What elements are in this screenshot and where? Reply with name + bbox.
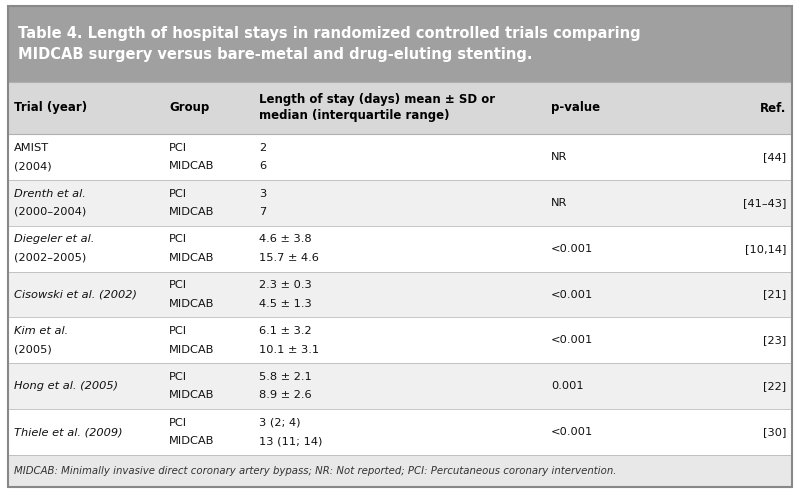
Text: Cisowski et al. (2002): Cisowski et al. (2002)	[14, 289, 137, 300]
Bar	[8, 226, 792, 272]
Bar	[8, 82, 792, 134]
Text: 10.1 ± 3.1: 10.1 ± 3.1	[259, 345, 319, 354]
Text: MIDCAB: MIDCAB	[169, 253, 214, 263]
Text: 2.3 ± 0.3: 2.3 ± 0.3	[259, 281, 312, 290]
Text: PCI: PCI	[169, 418, 187, 428]
Text: PCI: PCI	[169, 326, 187, 336]
Text: Kim et al.: Kim et al.	[14, 326, 68, 336]
Text: 3: 3	[259, 189, 266, 199]
Text: MIDCAB: MIDCAB	[169, 299, 214, 309]
Text: 0.001: 0.001	[551, 381, 584, 391]
Text: (2004): (2004)	[14, 161, 52, 171]
Text: <0.001: <0.001	[551, 244, 594, 253]
Text: MIDCAB: MIDCAB	[169, 207, 214, 217]
Text: [22]: [22]	[763, 381, 786, 391]
Text: [44]: [44]	[763, 152, 786, 162]
Text: Trial (year): Trial (year)	[14, 102, 87, 114]
Text: 4.6 ± 3.8: 4.6 ± 3.8	[259, 235, 312, 245]
Text: MIDCAB: MIDCAB	[169, 390, 214, 400]
Text: Diegeler et al.: Diegeler et al.	[14, 235, 94, 245]
Text: PCI: PCI	[169, 281, 187, 290]
Text: [21]: [21]	[762, 289, 786, 300]
Text: [10,14]: [10,14]	[745, 244, 786, 253]
Text: 4.5 ± 1.3: 4.5 ± 1.3	[259, 299, 312, 309]
Text: NR: NR	[551, 198, 567, 208]
Text: [41–43]: [41–43]	[742, 198, 786, 208]
Bar	[8, 317, 792, 363]
Text: 6: 6	[259, 161, 266, 171]
Text: [23]: [23]	[762, 335, 786, 346]
Text: MIDCAB: Minimally invasive direct coronary artery bypass; NR: Not reported; PCI:: MIDCAB: Minimally invasive direct corona…	[14, 466, 617, 476]
Text: 3 (2; 4): 3 (2; 4)	[259, 418, 301, 428]
Text: 15.7 ± 4.6: 15.7 ± 4.6	[259, 253, 319, 263]
Bar	[8, 409, 792, 455]
Bar	[8, 180, 792, 226]
Text: Ref.: Ref.	[760, 102, 786, 114]
Text: 2: 2	[259, 143, 266, 153]
Text: PCI: PCI	[169, 189, 187, 199]
Text: (2002–2005): (2002–2005)	[14, 253, 86, 263]
Text: MIDCAB: MIDCAB	[169, 161, 214, 171]
Text: Drenth et al.: Drenth et al.	[14, 189, 86, 199]
Text: MIDCAB: MIDCAB	[169, 436, 214, 446]
Text: PCI: PCI	[169, 372, 187, 382]
Text: <0.001: <0.001	[551, 335, 594, 346]
Text: NR: NR	[551, 152, 567, 162]
Text: <0.001: <0.001	[551, 289, 594, 300]
Bar	[8, 363, 792, 409]
Text: AMIST: AMIST	[14, 143, 49, 153]
Text: 7: 7	[259, 207, 266, 217]
Text: 6.1 ± 3.2: 6.1 ± 3.2	[259, 326, 312, 336]
Bar	[8, 272, 792, 317]
Text: 8.9 ± 2.6: 8.9 ± 2.6	[259, 390, 312, 400]
Text: PCI: PCI	[169, 143, 187, 153]
Text: Table 4. Length of hospital stays in randomized controlled trials comparing
MIDC: Table 4. Length of hospital stays in ran…	[18, 26, 641, 62]
Text: 5.8 ± 2.1: 5.8 ± 2.1	[259, 372, 312, 382]
Text: (2000–2004): (2000–2004)	[14, 207, 86, 217]
Text: p-value: p-value	[551, 102, 600, 114]
Text: PCI: PCI	[169, 235, 187, 245]
Text: Group: Group	[169, 102, 210, 114]
Text: (2005): (2005)	[14, 345, 52, 354]
Text: [30]: [30]	[762, 427, 786, 437]
Text: 13 (11; 14): 13 (11; 14)	[259, 436, 322, 446]
Text: MIDCAB: MIDCAB	[169, 345, 214, 354]
Text: Thiele et al. (2009): Thiele et al. (2009)	[14, 427, 122, 437]
Text: Length of stay (days) mean ± SD or
median (interquartile range): Length of stay (days) mean ± SD or media…	[259, 94, 495, 122]
Bar	[8, 455, 792, 487]
Bar	[8, 6, 792, 82]
Text: <0.001: <0.001	[551, 427, 594, 437]
Bar	[8, 134, 792, 180]
Text: Hong et al. (2005): Hong et al. (2005)	[14, 381, 118, 391]
